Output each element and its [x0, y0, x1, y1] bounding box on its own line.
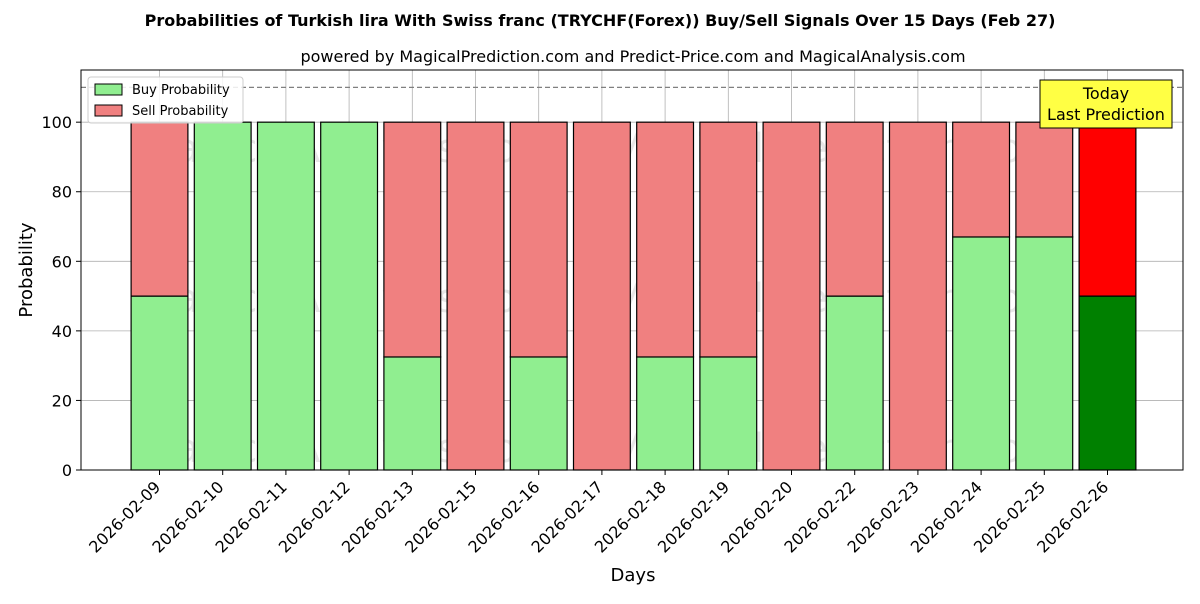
annotation-text: Today	[1082, 84, 1129, 103]
annotation-box	[1039, 79, 1173, 129]
sell-bar	[699, 121, 758, 358]
legend-box	[87, 76, 244, 124]
sell-bar	[636, 121, 695, 358]
plot-frame	[80, 69, 1184, 471]
legend-swatch-buy	[94, 83, 123, 96]
annotation: Today Last Prediction	[1039, 79, 1173, 129]
annotation-text: Last Prediction	[1047, 105, 1165, 124]
buy-bar	[320, 121, 379, 471]
buy-bar	[130, 295, 189, 471]
legend-swatch-sell	[94, 104, 123, 117]
x-axis: 2026-02-092026-02-102026-02-112026-02-12…	[85, 470, 1112, 557]
buy-bar	[825, 295, 884, 471]
legend-label-buy: Buy Probability	[132, 83, 230, 98]
sell-bar	[825, 121, 884, 297]
y-axis: 0 20 40 60 80 100	[41, 113, 81, 480]
y-tick-label: 100	[41, 113, 72, 132]
buy-bar	[1078, 295, 1137, 471]
sell-bar	[572, 121, 631, 471]
sell-bar	[1078, 121, 1137, 297]
chart-title: Probabilities of Turkish lira With Swiss…	[145, 11, 1056, 30]
y-tick-label: 80	[52, 183, 72, 202]
sell-bar	[130, 121, 189, 297]
buy-bar	[952, 236, 1011, 471]
sell-bar	[1015, 121, 1074, 238]
buy-bar	[699, 356, 758, 471]
buy-bar	[509, 356, 568, 471]
buy-bar	[193, 121, 252, 471]
y-tick-label: 40	[52, 322, 72, 341]
sell-bar	[383, 121, 442, 358]
y-axis-label: Probability	[16, 222, 37, 317]
y-tick-label: 60	[52, 252, 72, 271]
y-tick-label: 0	[62, 461, 72, 480]
sell-bar	[952, 121, 1011, 238]
chart-subtitle: powered by MagicalPrediction.com and Pre…	[300, 47, 965, 66]
sell-bar	[446, 121, 505, 471]
sell-bar	[888, 121, 947, 471]
sell-bar	[762, 121, 821, 471]
y-tick-label: 20	[52, 391, 72, 410]
legend: Buy Probability Sell Probability	[87, 76, 244, 124]
bars-layer	[130, 121, 1137, 471]
x-axis-label: Days	[611, 565, 656, 586]
legend-label-sell: Sell Probability	[132, 104, 229, 119]
sell-bar	[509, 121, 568, 358]
buy-bar	[256, 121, 315, 471]
buy-bar	[636, 356, 695, 471]
buy-bar	[383, 356, 442, 471]
buy-bar	[1015, 236, 1074, 471]
